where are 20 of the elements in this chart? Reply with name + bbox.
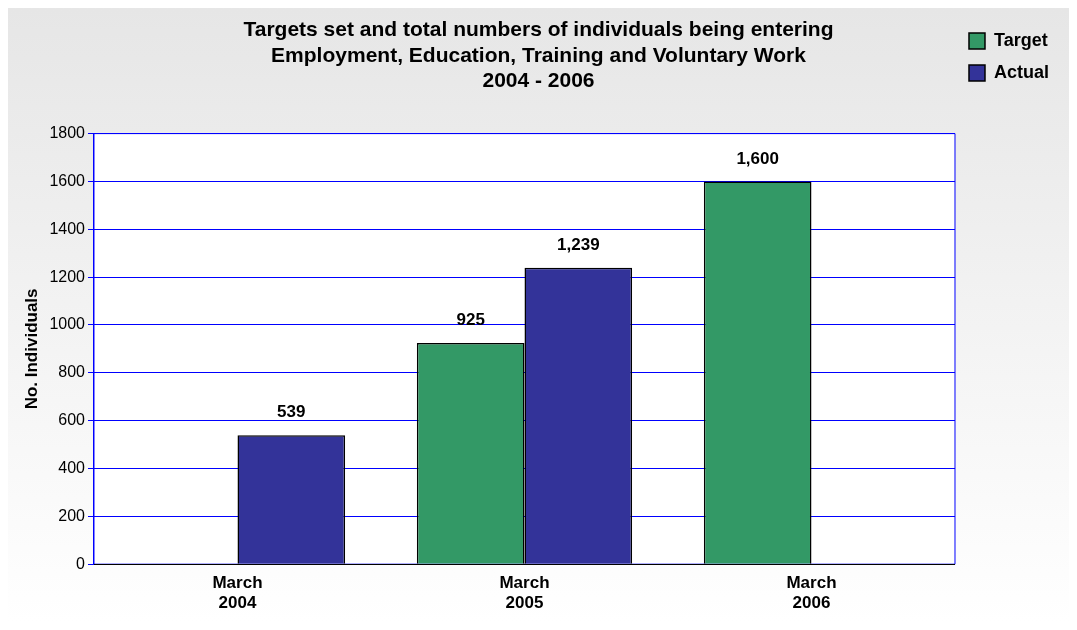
y-tick-label: 0 (76, 554, 86, 572)
y-tick-label: 200 (58, 506, 86, 524)
y-tick-label: 1200 (49, 267, 86, 285)
y-tick-label: 800 (58, 363, 86, 381)
data-label: 539 (277, 402, 306, 422)
y-tick-label: 1800 (49, 124, 86, 142)
x-tick-label: March 2004 (212, 573, 263, 613)
data-label: 1,600 (736, 148, 779, 168)
y-tick-label: 1400 (49, 219, 86, 237)
legend-label: Actual (993, 61, 1049, 82)
legend-label: Target (993, 29, 1048, 50)
y-tick-label: 400 (58, 458, 86, 476)
y-axis-title: No. Individuals (21, 288, 41, 410)
chart-title: Targets set and total numbers of individuals being entering Employment, Education, Training and Voluntary Work 2004 - 2006 (243, 17, 834, 91)
y-tick-label: 1600 (49, 171, 86, 189)
y-tick-label: 1000 (49, 315, 86, 333)
x-tick-label: March 2005 (499, 573, 550, 613)
data-label: 1,239 (557, 234, 600, 254)
x-tick-label: March 2006 (786, 573, 837, 613)
y-tick-label: 600 (58, 411, 86, 429)
